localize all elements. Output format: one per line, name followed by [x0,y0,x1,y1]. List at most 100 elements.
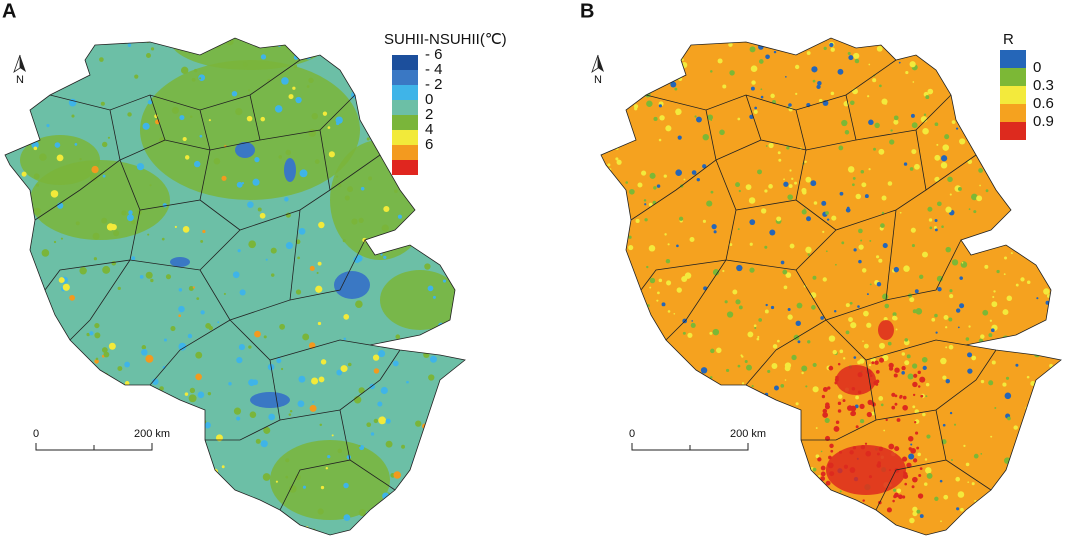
map-speck [1029,180,1037,187]
map-speck [1046,376,1051,381]
map-speck [33,207,41,216]
map-speck [828,515,833,520]
legend-label: 0.9 [1033,113,1054,130]
map-speck [894,402,898,406]
map-speck [852,406,856,410]
map-speck [901,371,905,375]
map-speck [943,494,949,500]
map-speck [99,57,104,62]
map-speck [1043,474,1050,481]
map-speck [988,174,992,178]
map-speck [908,293,913,298]
map-speck [1026,280,1031,285]
scale-bar [35,443,153,451]
map-speck [220,516,224,521]
map-speck [702,164,707,169]
map-speck [764,245,768,249]
legend-label: 0.6 [1033,95,1054,112]
map-speck [659,115,665,121]
map-speck [383,255,387,259]
map-speck [985,189,989,193]
map-speck [901,456,908,462]
map-speck [738,305,743,310]
map-speck [913,373,918,378]
map-speck [112,394,119,402]
map-speck [418,80,423,85]
map-speck [200,310,205,315]
map-speck [1004,145,1011,152]
map-speck [83,492,88,498]
map-speck [292,86,296,90]
map-speck [1027,222,1033,228]
map-speck [343,482,349,489]
map-speck [842,399,846,403]
map-speck [848,55,854,61]
map-speck [910,113,915,118]
legend-title: SUHII-NSUHII(℃) [384,31,507,48]
map-speck [857,360,861,365]
map-speck [604,52,611,58]
map-speck [1045,484,1050,489]
map-speck [449,482,455,488]
map-speck [281,77,289,85]
map-speck [247,201,254,208]
map-speck [22,379,28,385]
map-speck [837,68,844,75]
map-speck [785,76,787,78]
map-speck [831,215,837,221]
map-speck [281,367,284,371]
map-speck [902,404,908,411]
map-speck [653,116,658,121]
map-speck [711,224,717,230]
map-speck [121,210,127,216]
map-speck [748,185,751,188]
map-speck [1006,295,1013,302]
map-speck [343,313,350,320]
map-speck [663,395,669,401]
map-speck [1039,167,1046,173]
map-speck [915,307,923,315]
map-speck [806,51,811,55]
map-speck [60,237,64,240]
scale-end: 200 km [730,428,766,440]
map-speck [84,520,90,526]
north-arrow [598,55,604,72]
map-speck [449,392,455,399]
map-speck [74,143,78,146]
map-speck [131,256,136,261]
map-speck [453,405,462,414]
map-speck [255,438,261,444]
map-speck [780,486,787,493]
map-speck [886,507,892,513]
map-speck [729,243,733,247]
map-speck [893,115,899,121]
map-speck [285,149,291,156]
map-speck [645,377,651,382]
map-speck [192,462,198,468]
map-speck [812,275,817,280]
map-speck [270,247,277,254]
scale-end: 200 km [134,428,170,440]
map-speck [336,369,343,376]
map-speck [927,88,934,95]
map-speck [893,373,898,378]
map-speck [823,507,828,512]
map-speck [832,503,837,508]
map-speck [945,246,952,253]
legend-label: 2 [425,106,433,123]
map-speck [845,207,851,213]
map-speck [922,251,928,258]
map-speck [881,211,885,215]
map-speck [948,317,953,322]
map-speck [805,176,812,183]
map-speck [103,351,110,358]
map-speck [16,470,19,473]
map-speck [606,536,611,541]
legend-swatch [392,70,418,85]
map-speck [178,288,183,292]
map-speck [76,514,85,522]
map-speck [270,273,275,277]
map-speck [862,340,864,342]
map-speck [930,60,937,67]
